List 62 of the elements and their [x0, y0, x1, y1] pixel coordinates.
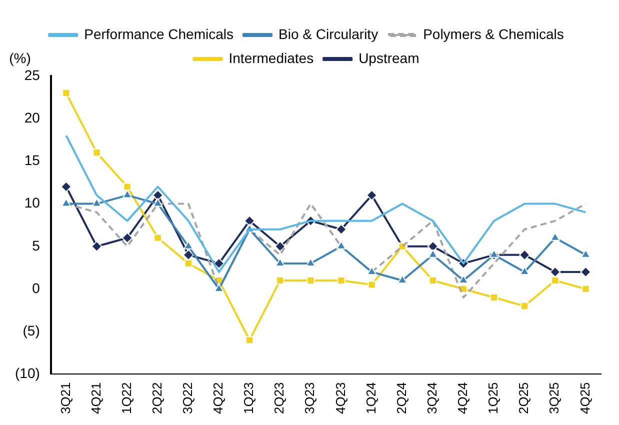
- y-tick-label: (10): [14, 365, 40, 382]
- legend-label: Upstream: [358, 50, 420, 66]
- x-tick-label: 2Q25: [516, 382, 532, 414]
- y-tick-label: (5): [22, 322, 40, 338]
- x-tick-label: 2Q23: [272, 382, 287, 414]
- y-tick-label: 0: [32, 280, 40, 296]
- point: [520, 302, 529, 310]
- point: [214, 284, 224, 292]
- point: [92, 198, 102, 207]
- legend-label: Polymers & Chemicals: [423, 26, 564, 42]
- legend-label: Intermediates: [228, 50, 314, 66]
- legend-label: Performance Chemicals: [84, 26, 234, 42]
- y-tick-label: 20: [24, 109, 40, 126]
- x-tick-label: 3Q25: [546, 382, 562, 414]
- x-tick-label: 4Q25: [577, 382, 592, 414]
- y-tick-label: 10: [24, 194, 40, 211]
- point: [246, 336, 254, 344]
- point: [153, 198, 163, 207]
- x-tick-label: 3Q24: [424, 382, 440, 414]
- point: [580, 266, 592, 278]
- x-tick-label: 3Q21: [58, 382, 73, 414]
- point: [61, 198, 72, 207]
- point: [62, 89, 70, 98]
- point: [123, 182, 132, 191]
- point: [154, 234, 162, 242]
- x-tick-label: 4Q21: [88, 382, 104, 414]
- point: [550, 266, 561, 278]
- point: [519, 249, 530, 260]
- x-tick-label: 4Q24: [455, 382, 470, 414]
- point: [428, 249, 438, 258]
- y-tick-label: 15: [24, 152, 40, 168]
- point: [152, 190, 164, 201]
- x-tick-label: 1Q23: [241, 382, 256, 414]
- x-tick-label: 2Q22: [149, 382, 164, 414]
- x-tick-label: 3Q22: [180, 382, 195, 414]
- y-axis-title: (%): [9, 50, 31, 66]
- point: [91, 240, 102, 252]
- x-tick-label: 4Q22: [210, 382, 226, 414]
- y-tick-label: 5: [32, 237, 40, 254]
- point: [336, 224, 347, 235]
- point: [182, 249, 194, 260]
- point: [336, 240, 346, 250]
- point: [213, 258, 224, 269]
- point: [184, 259, 192, 268]
- x-tick-label: 1Q24: [363, 382, 378, 414]
- point: [550, 232, 560, 241]
- x-tick-label: 4Q23: [332, 382, 348, 414]
- point: [122, 232, 133, 244]
- point: [489, 249, 499, 258]
- x-tick-label: 2Q24: [394, 382, 409, 414]
- x-tick-label: 1Q25: [486, 382, 501, 414]
- point: [244, 215, 256, 226]
- x-tick-label: 1Q22: [118, 382, 134, 414]
- x-tick-label: 3Q23: [302, 382, 318, 414]
- point: [368, 280, 376, 289]
- point: [122, 190, 132, 198]
- y-tick-label: 25: [24, 66, 40, 83]
- point: [274, 240, 286, 252]
- point: [60, 181, 72, 192]
- point: [92, 148, 101, 157]
- legend-label: Bio & Circularity: [278, 26, 378, 42]
- point: [366, 190, 378, 201]
